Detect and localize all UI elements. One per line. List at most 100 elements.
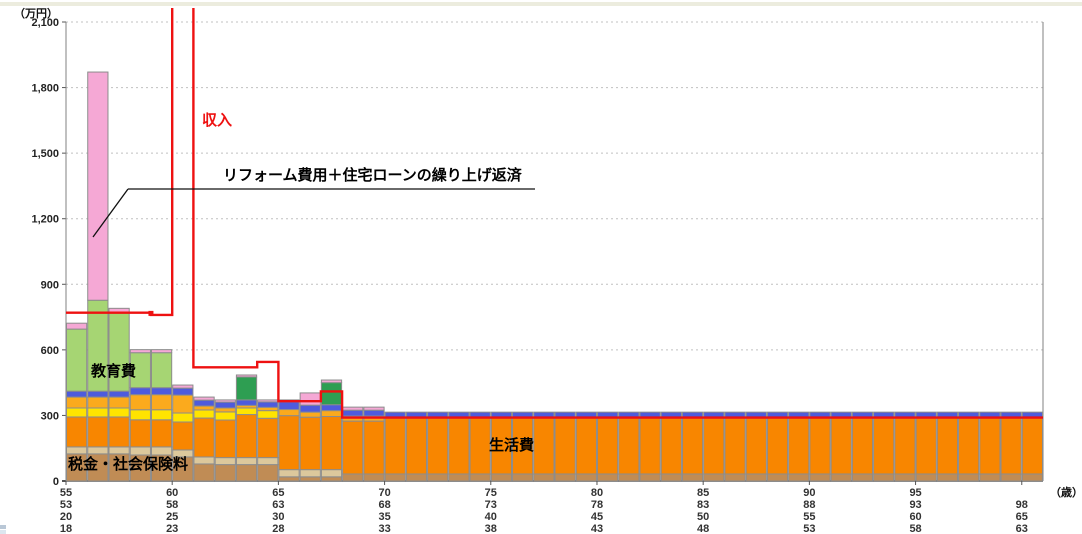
bar-segment-reform-pink: [320, 379, 343, 384]
x-tick-label-row2: 58: [166, 499, 178, 511]
bar-segment-band-blue: [235, 399, 258, 406]
bar-segment-band-blue: [257, 401, 279, 408]
bar-segment-tax-lower: [788, 473, 810, 482]
x-tick-label-row4: 18: [60, 523, 72, 534]
bar-segment-living: [193, 417, 215, 458]
x-tick-label-row4: 58: [909, 523, 921, 534]
bar-segment-band-amber: [172, 394, 194, 414]
y-tick-label: 1,200: [31, 214, 59, 226]
x-tick-label-row4: 38: [485, 523, 497, 534]
x-tick-label-row2: 93: [909, 499, 921, 511]
bar-segment-reform-pink: [235, 374, 258, 378]
bar-segment-living: [299, 416, 321, 471]
bar-segment-reform-pink: [257, 399, 279, 403]
bar-segment-band-blue: [87, 390, 109, 398]
bar-segment-living: [618, 417, 640, 475]
bar-segment-band-yellow: [257, 410, 279, 419]
bar-segment-band-amber: [66, 396, 88, 409]
y-tick-label: 900: [41, 279, 59, 291]
x-tick-label-row4: 33: [378, 523, 390, 534]
bar-segment-tax-lower: [299, 476, 321, 482]
bar-segment-tax-upper: [235, 457, 258, 466]
bar-segment-living: [958, 417, 980, 475]
y-tick-label: 2,100: [31, 17, 59, 29]
bar-segment-tax-upper: [129, 446, 151, 456]
bar-segment-tax-upper: [257, 457, 279, 466]
bar-segment-living: [384, 417, 406, 475]
bar-segment-tax-upper: [66, 446, 88, 455]
x-tick-label-row3: 25: [166, 511, 178, 523]
bar-segment-band-blue: [299, 404, 321, 413]
x-tick-label-row3: 65: [1016, 511, 1028, 523]
bar-segment-tax-lower: [320, 476, 343, 482]
bar-segment-tax-upper: [299, 469, 321, 478]
x-tick-label-row1: 70: [378, 487, 390, 499]
x-tick-label-row4: 63: [1016, 523, 1028, 534]
bar-segment-education: [66, 328, 88, 392]
bar-segment-tax-lower: [235, 464, 258, 482]
bar-segment-living: [363, 420, 385, 475]
bar-segment-band-blue: [108, 390, 130, 398]
bar-segment-reform-pink: [214, 399, 236, 403]
bar-segment-band-amber: [299, 411, 321, 418]
bar-segment-living: [320, 416, 343, 471]
bar-segment-band-blue: [172, 387, 194, 396]
x-tick-label-row1: 75: [485, 487, 497, 499]
bar-segment-living: [278, 415, 300, 471]
x-tick-label-row4: 53: [803, 523, 815, 534]
bar-segment-tax-lower: [257, 464, 279, 482]
bar-segment-living: [915, 417, 937, 475]
bar-segment-reform-pink: [129, 349, 151, 354]
x-tick-label-row3: 20: [60, 511, 72, 523]
bar-segment-band-amber: [193, 405, 215, 411]
bar-segment-living: [681, 417, 704, 475]
x-tick-label-row3: 40: [485, 511, 497, 523]
bar-segment-living: [427, 417, 449, 475]
bar-segment-tax-lower: [703, 473, 725, 482]
bar-segment-living: [150, 419, 173, 448]
bar-segment-education: [150, 352, 173, 389]
bar-segment-living: [979, 417, 1001, 475]
y-tick-label: 1,500: [31, 148, 59, 160]
bar-segment-tax-upper: [320, 469, 343, 478]
bar-segment-living: [533, 417, 555, 475]
bar-segment-living: [448, 417, 470, 475]
bar-segment-tax-lower: [766, 473, 789, 482]
bar-segment-living: [788, 417, 810, 475]
bar-segment-band-yellow: [129, 409, 151, 421]
bar-segment-living: [766, 417, 789, 475]
bar-segment-living: [936, 417, 959, 475]
x-tick-label-row1: 60: [166, 487, 178, 499]
bar-segment-band-blue: [66, 390, 88, 398]
bar-segment-band-amber: [278, 409, 300, 417]
bar-segment-living: [596, 417, 619, 475]
bar-segment-tax-lower: [618, 473, 640, 482]
bar-segment-tax-lower: [660, 473, 682, 482]
bar-segment-tax-upper: [193, 456, 215, 465]
x-tick-label-row1: 85: [697, 487, 709, 499]
income-line-marker: [148, 310, 154, 316]
bar-segment-tax-lower: [193, 463, 215, 482]
tax-area-label: 税金・社会保険料: [68, 456, 189, 473]
bar-segment-band-blue: [214, 401, 236, 409]
education-area-label: 教育費: [91, 363, 137, 380]
bar-segment-band-blue: [150, 387, 173, 396]
x-tick-label-row2: 53: [60, 499, 72, 511]
bar-segment-tax-lower: [830, 473, 852, 482]
bar-segment-reform-pink: [193, 396, 215, 401]
bar-segment-band-yellow: [150, 409, 173, 421]
bar-segment-band-yellow: [108, 407, 130, 418]
x-tick-label-row1: 55: [60, 487, 72, 499]
bar-segment-reform-pink: [363, 406, 385, 411]
bar-segment-tax-lower: [681, 473, 704, 482]
bar-segment-band-amber: [150, 394, 173, 411]
bar-segment-tax-lower: [342, 473, 364, 482]
bar-segment-living: [745, 417, 767, 475]
y-tick-label: 300: [41, 410, 59, 422]
bar-segment-band-yellow: [214, 411, 236, 421]
x-tick-label-row1: 80: [591, 487, 603, 499]
x-tick-label-row4: 43: [591, 523, 603, 534]
bar-segment-band-blue: [278, 401, 300, 411]
bar-segment-tax-upper: [108, 446, 130, 455]
